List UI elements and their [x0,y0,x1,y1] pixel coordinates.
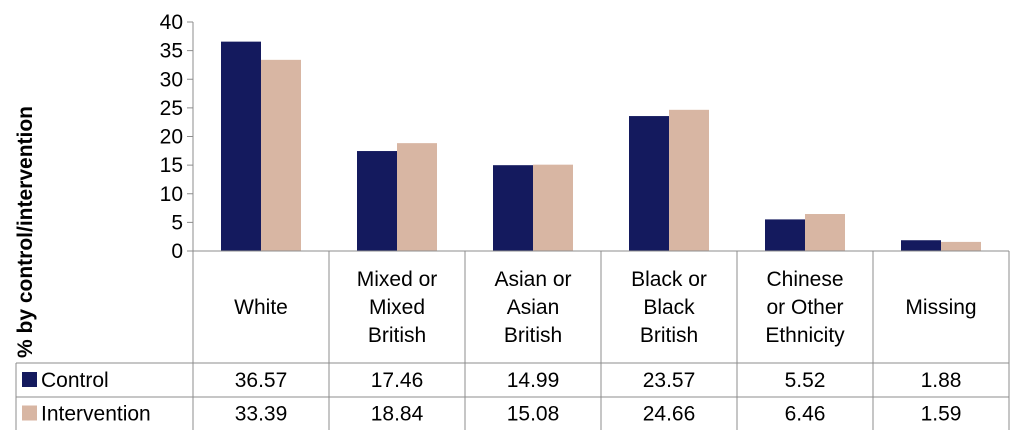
category-label: Black or [631,268,707,291]
table-value-intervention: 6.46 [785,403,826,426]
category-label: Asian or [494,268,571,291]
table-value-intervention: 15.08 [507,403,560,426]
bar-intervention-0 [261,59,301,251]
category-label: Ethnicity [765,324,845,347]
bar-intervention-3 [669,109,709,251]
category-label: Chinese [766,268,843,291]
y-axis-label: % by control/intervention [14,106,37,358]
y-tick-label: 0 [171,240,183,263]
bar-intervention-4 [805,214,845,251]
y-tick-label: 20 [160,126,183,149]
category-label: British [368,324,426,347]
category-label: Missing [905,296,976,319]
category-label: Asian [507,296,560,319]
table-value-intervention: 1.59 [921,403,962,426]
bar-control-4 [765,219,805,251]
table-value-control: 17.46 [371,369,424,392]
legend-label-intervention: Intervention [41,403,151,426]
y-tick-label: 35 [160,40,183,63]
category-label: British [504,324,562,347]
bar-control-2 [493,165,533,251]
table-value-intervention: 18.84 [371,403,424,426]
bar-control-1 [357,151,397,251]
bar-intervention-5 [941,241,981,251]
legend-swatch-intervention [22,405,37,421]
legend-label-control: Control [41,369,109,392]
table-value-control: 5.52 [785,369,826,392]
table-value-intervention: 33.39 [235,403,288,426]
bar-control-3 [629,116,669,251]
y-tick-label: 30 [160,68,183,91]
y-tick-label: 40 [160,11,183,34]
y-tick-label: 15 [160,154,183,177]
table-value-control: 36.57 [235,369,288,392]
table-value-control: 23.57 [643,369,696,392]
category-label: Mixed or [357,268,438,291]
y-tick-label: 25 [160,97,183,120]
bar-control-0 [221,41,261,251]
category-label: White [234,296,288,319]
y-tick-label: 10 [160,183,183,206]
bar-intervention-1 [397,143,437,251]
legend-swatch-control [22,372,37,387]
category-label: Black [643,296,695,319]
category-label: Mixed [369,296,425,319]
y-tick-label: 5 [171,211,183,234]
bar-control-5 [901,240,941,251]
table-value-control: 1.88 [921,369,962,392]
table-value-control: 14.99 [507,369,560,392]
bar-intervention-2 [533,164,573,251]
table-value-intervention: 24.66 [643,403,696,426]
category-label: or Other [766,296,843,319]
category-label: British [640,324,698,347]
